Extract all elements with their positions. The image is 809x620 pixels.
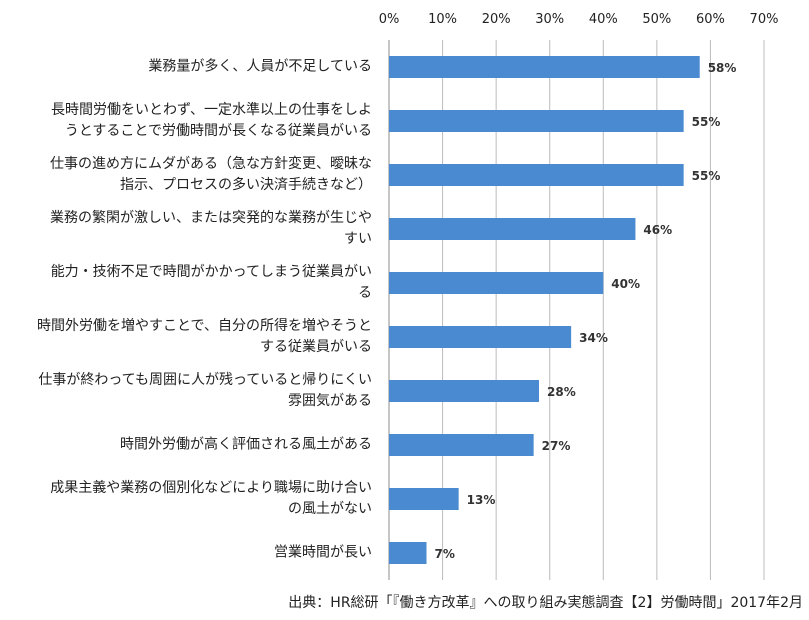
source-note: 出典：HR総研「『働き方改革』への取り組み実態調査【2】労働時間」2017年2月 [288, 595, 803, 611]
value-label: 27% [542, 439, 571, 453]
bar [389, 380, 539, 402]
value-label: 55% [692, 115, 721, 129]
category-label: 成果主義や業務の個別化などにより職場に助け合い の風土がない [50, 480, 372, 517]
bar [389, 434, 534, 456]
bar [389, 488, 459, 510]
value-label: 46% [643, 223, 672, 237]
bar [389, 542, 427, 564]
category-label: 業務量が多く、人員が不足している [148, 58, 372, 75]
bar [389, 326, 572, 348]
bar [389, 110, 684, 132]
category-label: 時間外労働が高く評価される風土がある [120, 436, 372, 453]
value-label: 34% [579, 331, 608, 345]
x-tick-label: 0% [379, 12, 400, 27]
value-label: 40% [611, 277, 640, 291]
value-label: 58% [708, 61, 737, 75]
category-label: 時間外労働を増やすことで、自分の所得を増やそうと する従業員がいる [36, 318, 372, 355]
category-label: 長時間労働をいとわず、一定水準以上の仕事をしよ うとすることで労働時間が長くなる… [50, 102, 372, 139]
category-label: 能力・技術不足で時間がかかってしまう従業員がい る [50, 264, 372, 301]
category-label: 業務の繁閑が激しい、または突発的な業務が生じや すい [50, 210, 372, 247]
x-tick-label: 70% [750, 12, 779, 27]
value-label: 28% [547, 385, 576, 399]
value-label: 13% [467, 493, 496, 507]
x-tick-label: 60% [696, 12, 725, 27]
category-label: 仕事の進め方にムダがある（急な方針変更、曖昧な 指示、プロセスの多い決済手続きな… [50, 156, 372, 193]
category-label: 営業時間が長い [274, 544, 372, 561]
value-label: 7% [435, 547, 455, 561]
value-label: 55% [692, 169, 721, 183]
bar [389, 164, 684, 186]
bar [389, 272, 604, 294]
x-tick-label: 40% [589, 12, 618, 27]
x-tick-label: 30% [535, 12, 564, 27]
bar [389, 56, 700, 78]
x-tick-label: 50% [642, 12, 671, 27]
x-tick-label: 20% [482, 12, 511, 27]
category-label: 仕事が終わっても周囲に人が残っていると帰りにくい 雰囲気がある [38, 372, 372, 409]
x-tick-label: 10% [428, 12, 457, 27]
bar [389, 218, 636, 240]
